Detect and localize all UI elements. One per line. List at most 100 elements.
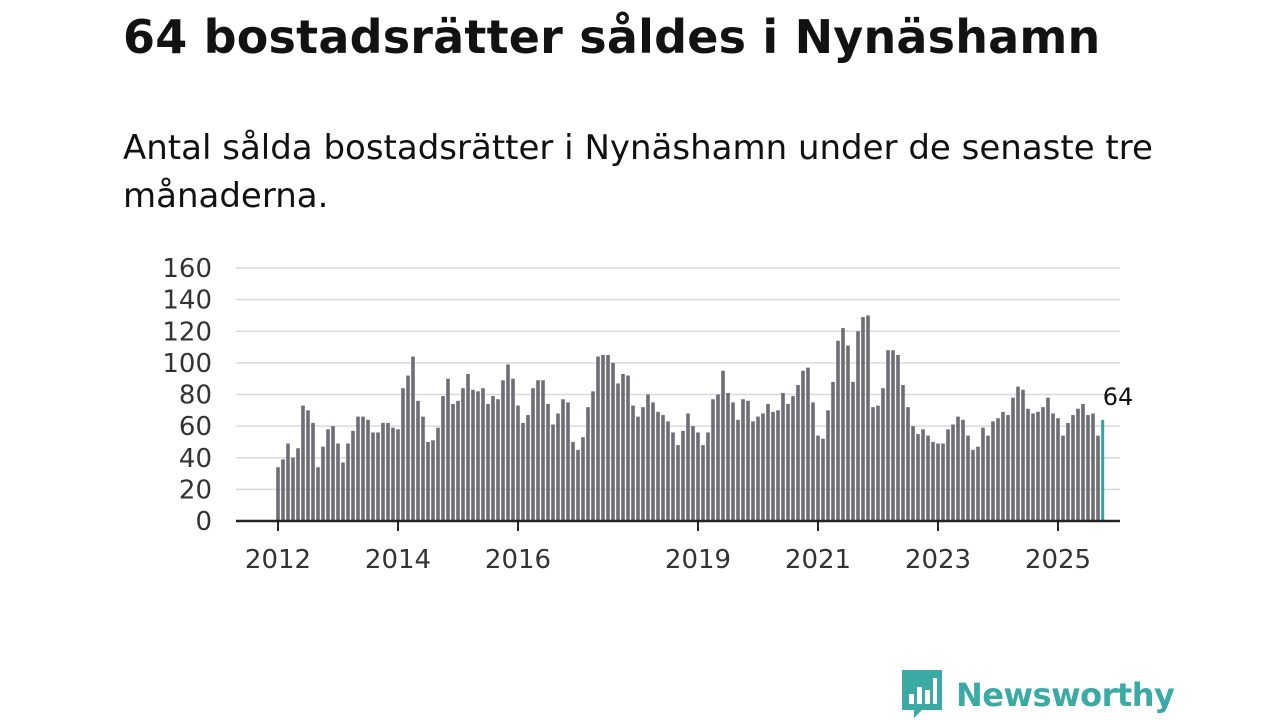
bar (701, 445, 705, 521)
bar (801, 370, 805, 521)
bar (896, 354, 900, 521)
bar (516, 405, 520, 521)
bar (476, 391, 480, 521)
bar (561, 399, 565, 521)
bar (316, 467, 320, 521)
bar (1011, 397, 1015, 521)
bar (416, 400, 420, 521)
bar (281, 459, 285, 521)
bar (506, 364, 510, 521)
bar (406, 375, 410, 521)
bar (951, 424, 955, 521)
bar (931, 441, 935, 521)
bar (1056, 418, 1060, 521)
bar (1031, 413, 1035, 521)
bar (621, 373, 625, 521)
bar (1096, 435, 1100, 521)
bar (536, 380, 540, 521)
bar (396, 429, 400, 521)
bar (836, 340, 840, 521)
bar (521, 422, 525, 521)
bar (556, 413, 560, 521)
x-tick-label: 2012 (245, 545, 311, 575)
bar (631, 405, 635, 521)
bar (846, 345, 850, 521)
bar (456, 400, 460, 521)
newsworthy-logo-icon (902, 670, 942, 718)
bar (831, 381, 835, 521)
bar (636, 416, 640, 521)
bar (311, 422, 315, 521)
bar (581, 437, 585, 521)
bar (341, 462, 345, 521)
bar (301, 405, 305, 521)
bar (751, 421, 755, 521)
bar (676, 445, 680, 521)
bar (321, 446, 325, 521)
bar (1071, 415, 1075, 521)
bars (276, 315, 1105, 522)
bar (856, 331, 860, 521)
bar (571, 441, 575, 521)
bar (1061, 435, 1065, 521)
bar (431, 440, 435, 521)
bar (861, 317, 865, 521)
bar (626, 375, 630, 521)
bar (816, 435, 820, 521)
bar (1036, 411, 1040, 521)
bar (531, 388, 535, 521)
bar (906, 407, 910, 521)
bar (886, 350, 890, 521)
bar (586, 407, 590, 521)
bar (936, 443, 940, 521)
bar (361, 416, 365, 521)
bar (336, 443, 340, 521)
bar (291, 457, 295, 521)
y-tick-label: 140 (162, 286, 212, 316)
y-tick-label: 100 (162, 349, 212, 379)
bar (756, 416, 760, 521)
bar (546, 403, 550, 521)
bar (386, 422, 390, 521)
chart-title: 64 bostadsrätter såldes i Nynäshamn (123, 10, 1101, 64)
bar (971, 449, 975, 521)
bar (946, 429, 950, 521)
bar (1066, 422, 1070, 521)
bar (436, 427, 440, 521)
bar (741, 399, 745, 521)
bar (916, 434, 920, 521)
bar (706, 432, 710, 521)
bar (461, 388, 465, 521)
bar (666, 421, 670, 521)
bar (961, 419, 965, 521)
y-tick-label: 160 (162, 254, 212, 284)
bar (426, 441, 430, 521)
bar (811, 402, 815, 521)
bar (711, 399, 715, 521)
bar (641, 407, 645, 521)
bar (651, 402, 655, 521)
bar (611, 362, 615, 522)
bar (926, 435, 930, 521)
bar (806, 367, 810, 521)
bar (276, 467, 280, 521)
bar (551, 424, 555, 521)
bar (941, 443, 945, 521)
bar (1021, 389, 1025, 521)
bar (511, 378, 515, 521)
bar (496, 399, 500, 521)
bar (986, 435, 990, 521)
y-tick-label: 120 (162, 317, 212, 347)
newsworthy-logo: Newsworthy (902, 670, 1175, 720)
bar (446, 378, 450, 521)
bar (1001, 411, 1005, 521)
bar (776, 410, 780, 521)
bar (356, 416, 360, 521)
bar (821, 438, 825, 521)
bar (796, 385, 800, 521)
bar (1006, 415, 1010, 521)
bar (766, 403, 770, 521)
y-tick-label: 80 (179, 381, 212, 411)
